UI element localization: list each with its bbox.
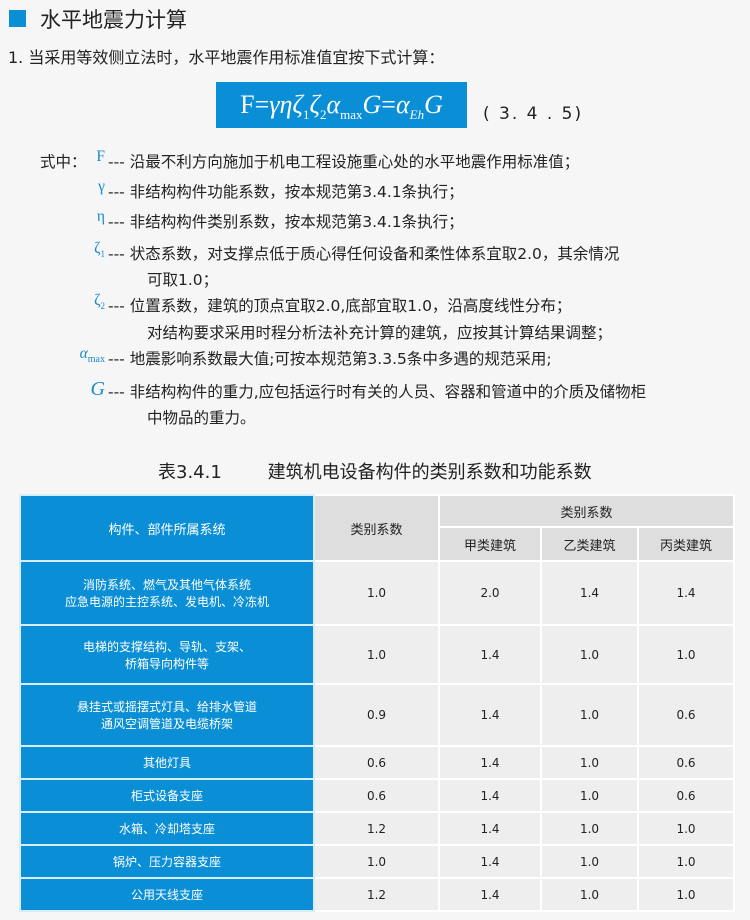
system-name-line: 悬挂式或摇摆式灯具、给排水管道 [76,700,257,714]
value-cell: 1.4 [438,844,542,879]
symbol-2: η [96,208,105,225]
value-cell: 1.4 [540,560,639,626]
value-cell: 1.2 [313,811,440,846]
value-cell: 1.0 [313,624,440,685]
value-cell: 1.0 [313,560,440,626]
table-row: 柜式设备支座 0.6 1.4 1.0 0.6 [19,778,736,813]
equation-number: ( 3. 4 . 5) [483,104,584,124]
value-cell: 1.4 [438,877,542,912]
section-title: 水平地震力计算 [40,8,187,32]
system-cell: 水箱、冷却塔支座 [19,811,315,846]
value-cell: 0.6 [313,778,440,813]
table-row: 电梯的支撑结构、导轨、支架、 桥箱导向构件等 1.0 1.4 1.0 1.0 [19,624,736,685]
definition-line: 中物品的重力。 [147,409,256,427]
definition-line: --- 状态系数，对支撑点低于质心得任何设备和柔性体系宜取2.0，其余情况 [108,245,620,263]
definition-line: --- 非结构构件类别系数，按本规范第3.4.1条执行； [108,213,464,231]
system-name-line: 公用天线支座 [130,888,203,902]
coefficient-table: 构件、部件所属系统 类别系数 类别系数 甲类建筑 乙类建筑 丙类建筑 消防系统、… [19,494,736,912]
symbol-5: αmax [79,345,105,366]
system-cell: 其他灯具 [19,745,315,780]
system-name-line: 桥箱导向构件等 [124,656,209,671]
definition-line: 对结构要求采用时程分析法补充计算的建筑，应按其计算结果调整； [147,324,613,342]
definition-line: --- 地震影响系数最大值;可按本规范第3.3.5条中多遇的规范采用; [108,350,552,368]
value-cell: 1.0 [636,811,736,846]
table-row: 悬挂式或摇摆式灯具、给排水管道 通风空调管道及电缆桥架 0.9 1.4 1.0 0.6 [19,683,736,747]
system-cell: 锅炉、压力容器支座 [19,844,315,879]
symbol-3: ζ1 [94,240,105,260]
value-cell: 1.0 [540,877,639,912]
formula-box: F=γηζ1ζ2αmaxG=αEhG [216,82,467,128]
value-cell: 1.0 [313,844,440,879]
system-name-line: 消防系统、燃气及其他气体系统 [82,578,251,592]
value-cell: 1.4 [438,811,542,846]
system-name-line: 应急电源的主控系统、发电机、冷冻机 [64,595,269,609]
symbol-0: F [96,148,105,165]
value-cell: 1.4 [438,624,542,685]
system-cell: 电梯的支撑结构、导轨、支架、 桥箱导向构件等 [19,624,315,685]
system-name-line: 通风空调管道及电缆桥架 [100,717,233,731]
value-cell: 1.0 [540,624,639,685]
table-row: 其他灯具 0.6 1.4 1.0 0.6 [19,745,736,780]
value-cell: 1.0 [540,778,639,813]
table-caption: 表3.4.1 建筑机电设备构件的类别系数和功能系数 [158,462,592,483]
table-row: 水箱、冷却塔支座 1.2 1.4 1.0 1.0 [19,811,736,846]
value-cell: 1.0 [540,844,639,879]
system-cell: 柜式设备支座 [19,778,315,813]
system-name-line: 电梯的支撑结构、导轨、支架、 [82,639,251,654]
value-cell: 1.0 [540,811,639,846]
value-cell: 2.0 [438,560,542,626]
system-name-line: 水箱、冷却塔支座 [118,822,215,836]
table-row: 消防系统、燃气及其他气体系统 应急电源的主控系统、发电机、冷冻机 1.0 2.0 1.4… [19,560,736,626]
value-cell: 1.0 [540,745,639,780]
definition-line: --- 沿最不利方向施加于机电工程设施重心处的水平地震作用标准值； [108,153,580,171]
definition-line: --- 非结构构件功能系数，按本规范第3.4.1条执行； [108,183,464,201]
where-label: 式中： [40,153,87,171]
header-class-b: 乙类建筑 [540,526,639,562]
header-category: 类别系数 [313,494,440,562]
table-row: 公用天线支座 1.2 1.4 1.0 1.0 [19,877,736,912]
value-cell: 1.0 [636,877,736,912]
header-group: 类别系数 [437,494,736,528]
system-cell: 公用天线支座 [19,877,315,912]
value-cell: 0.6 [313,745,440,780]
value-cell: 1.4 [438,683,542,747]
symbol-1: γ [98,178,105,195]
system-name-line: 其他灯具 [142,756,191,770]
value-cell: 1.0 [636,844,736,879]
value-cell: 1.4 [438,745,542,780]
intro-text: 1. 当采用等效侧立法时，水平地震作用标准值宜按下式计算： [8,48,445,67]
definition-line: --- 非结构构件的重力,应包括运行时有关的人员、容器和管道中的介质及储物柜 [108,383,647,401]
symbol-6: G [90,378,105,400]
system-name-line: 柜式设备支座 [130,789,203,803]
definition-line: 可取1.0； [147,271,219,289]
value-cell: 1.4 [636,560,736,626]
value-cell: 0.9 [313,683,440,747]
section-marker [9,10,26,27]
value-cell: 1.0 [636,624,736,685]
symbol-4: ζ2 [94,292,105,312]
definition-line: --- 位置系数，建筑的顶点宜取2.0,底部宜取1.0，沿高度线性分布； [108,297,572,315]
system-cell: 消防系统、燃气及其他气体系统应急电源的主控系统、发电机、冷冻机 [19,560,315,626]
value-cell: 1.4 [438,778,542,813]
system-cell: 悬挂式或摇摆式灯具、给排水管道 通风空调管道及电缆桥架 [19,683,315,747]
value-cell: 1.2 [313,877,440,912]
value-cell: 0.6 [636,778,736,813]
header-system: 构件、部件所属系统 [19,494,315,562]
value-cell: 1.0 [540,683,639,747]
system-name-line: 锅炉、压力容器支座 [112,855,221,869]
value-cell: 0.6 [636,683,736,747]
table-row: 锅炉、压力容器支座 1.0 1.4 1.0 1.0 [19,844,736,879]
header-class-c: 丙类建筑 [636,526,736,562]
value-cell: 0.6 [636,745,736,780]
header-class-a: 甲类建筑 [438,526,542,562]
